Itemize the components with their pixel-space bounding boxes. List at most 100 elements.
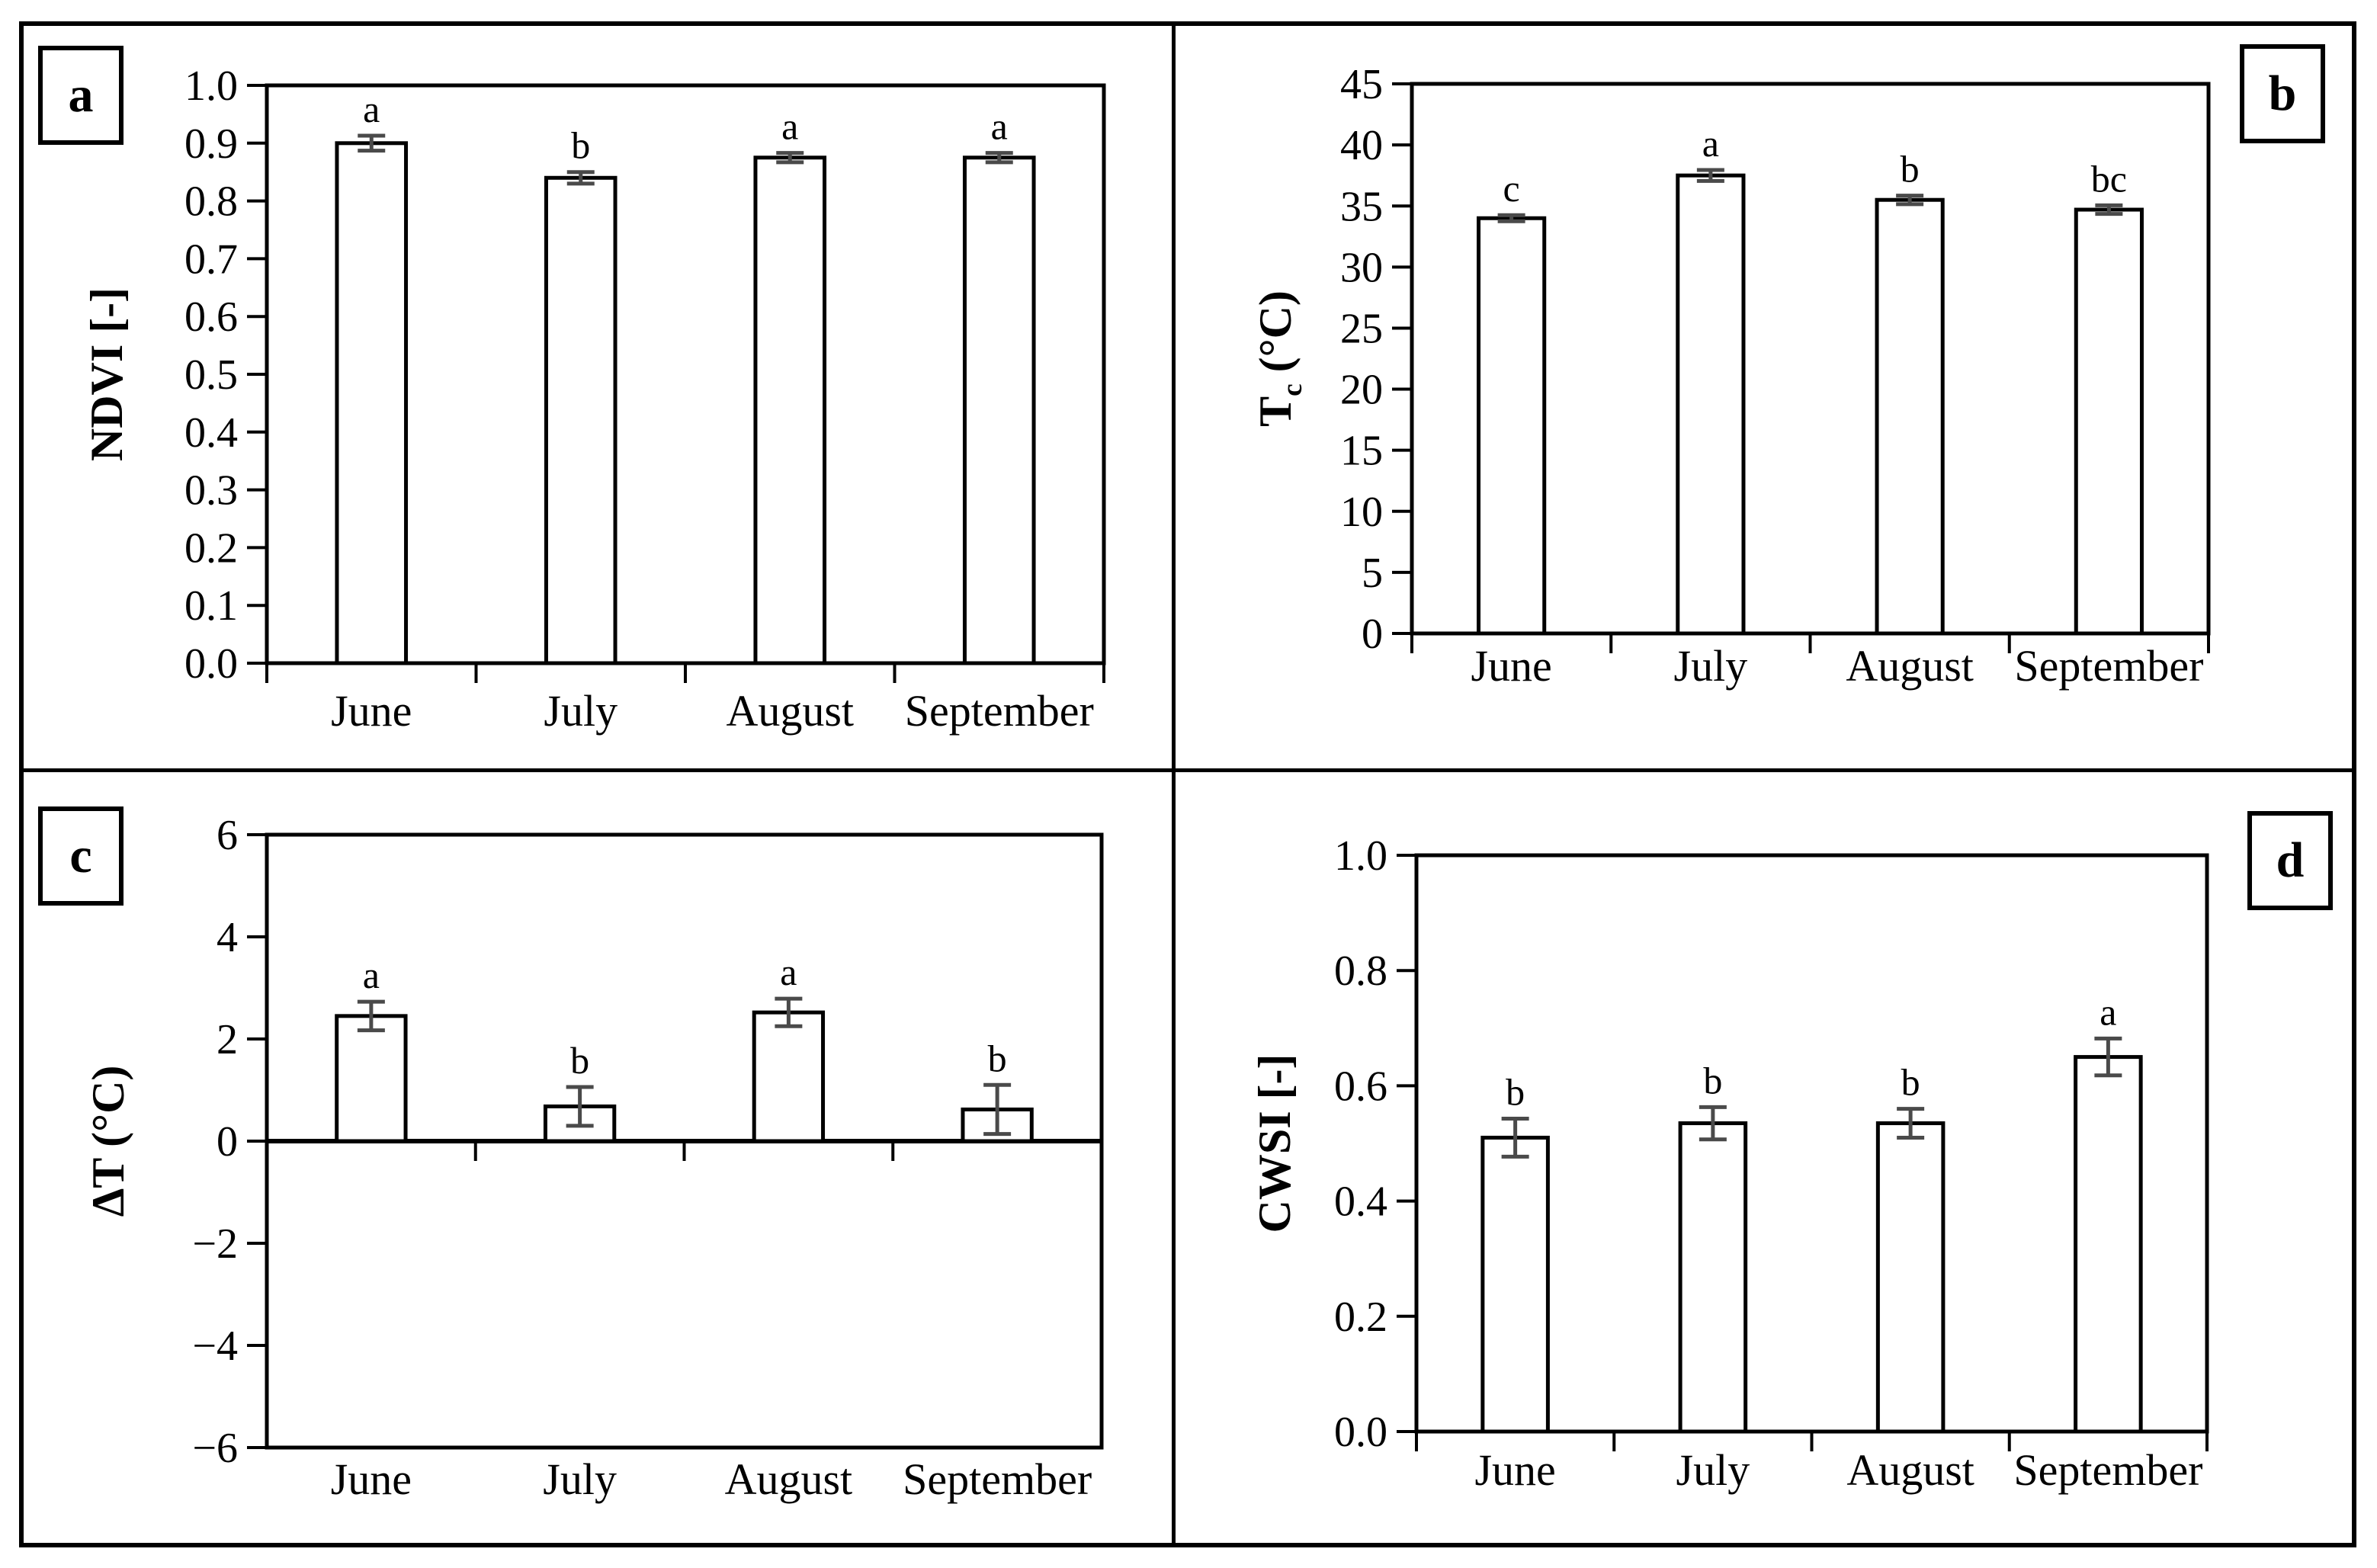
y-tick-label: 2 [217, 1016, 238, 1063]
bar-july [544, 175, 618, 665]
x-category-label: August [725, 1454, 853, 1504]
panel-divider-vertical [1172, 21, 1176, 1547]
x-category-label: June [1471, 641, 1551, 691]
y-tick-label: 45 [1340, 61, 1383, 108]
y-axis-title: ΔT (°C) [83, 1066, 133, 1217]
sig-letter: b [1703, 1059, 1722, 1101]
bar-september [2074, 1055, 2143, 1434]
y-tick-label: 0 [1362, 611, 1383, 658]
y-tick-label: 0.5 [184, 351, 238, 399]
y-tick-label: 0 [217, 1118, 238, 1166]
panel-label-d-text: d [2276, 832, 2305, 888]
chart-panel-a: 1.0 0.9 0.8 0.7 0.6 0.5 0.4 0.3 0.2 0.1 0.0 a June b J… [82, 63, 1106, 736]
x-category-label: September [2013, 1445, 2202, 1495]
y-tick-label: 0.4 [184, 409, 238, 457]
y-tick-label: 0.9 [184, 120, 238, 168]
sig-letter: b [1901, 148, 1920, 191]
panel-label-a-text: a [68, 67, 94, 123]
bar-september [2074, 207, 2144, 636]
bar-august [753, 156, 827, 665]
y-tick-label: 0.0 [1334, 1409, 1387, 1456]
y-tick-label: 4 [217, 914, 238, 961]
y-tick-label: 40 [1340, 122, 1383, 169]
y-tick-label: 25 [1340, 305, 1383, 352]
y-tick-label: 5 [1362, 550, 1383, 597]
sig-letter: a [2100, 990, 2116, 1033]
y-tick-label: 1.0 [184, 63, 238, 110]
y-tick-label: 30 [1340, 244, 1383, 291]
y-tick-label: 0.7 [184, 236, 238, 283]
x-category-label: September [905, 686, 1094, 736]
sig-letter: a [363, 954, 380, 996]
panel-label-b-text: b [2268, 66, 2297, 121]
y-tick-label: 0.6 [1334, 1063, 1387, 1110]
bar-july [1678, 1121, 1748, 1434]
bar-august [752, 1010, 826, 1143]
y-tick-label: 20 [1340, 367, 1383, 414]
panel-label-b: b [2240, 44, 2325, 143]
x-category-label: July [1674, 641, 1748, 691]
bar-august [1875, 1121, 1946, 1434]
y-tick-label: 0.1 [184, 582, 238, 630]
y-tick-label: 1.0 [1334, 832, 1387, 880]
panel-label-c: c [38, 806, 124, 906]
x-category-label: August [1846, 641, 1974, 691]
y-tick-label: 0.3 [184, 467, 238, 515]
x-category-label: September [903, 1454, 1092, 1504]
chart-panel-c: 6 4 2 0 −2 −4 −6 a June b July a August b September ΔT … [83, 812, 1104, 1504]
sig-letter: a [363, 88, 380, 130]
sig-letter: b [988, 1037, 1007, 1079]
x-category-label: June [331, 1454, 412, 1504]
bar-june [335, 1014, 408, 1143]
x-category-label: July [543, 1454, 617, 1504]
chart-panel-d: 1.0 0.8 0.6 0.4 0.2 0.0 b June b July b August a Sept… [1249, 832, 2209, 1495]
x-category-label: June [331, 686, 412, 736]
y-tick-label: 0.2 [184, 524, 238, 572]
x-category-label: June [1474, 1445, 1555, 1495]
y-tick-label: −4 [192, 1323, 238, 1370]
y-axis-title: NDVI [-] [82, 287, 132, 461]
sig-letter: a [991, 105, 1008, 148]
sig-letter: b [570, 1039, 589, 1082]
sig-letter: b [1506, 1070, 1525, 1113]
x-category-label: September [2014, 641, 2203, 691]
sig-letter: a [780, 951, 797, 993]
y-tick-label: 0.8 [184, 178, 238, 226]
y-tick-label: −6 [192, 1425, 238, 1472]
panel-label-c-text: c [69, 828, 92, 883]
y-tick-label: 0.6 [184, 293, 238, 341]
bar-june [335, 141, 409, 665]
y-tick-label: 0.8 [1334, 948, 1387, 995]
x-category-label: August [726, 686, 854, 736]
y-tick-label: 0.4 [1334, 1178, 1387, 1226]
sig-letter: c [1503, 167, 1520, 210]
bar-july [1676, 173, 1746, 636]
bar-september [962, 156, 1036, 665]
sig-letter: b [1901, 1061, 1920, 1104]
chart-panel-b: 45 40 35 30 25 20 15 10 5 0 c June a July b August bc Sep… [1250, 61, 2211, 691]
panel-divider-horizontal [19, 768, 2356, 772]
bar-june [1480, 1135, 1550, 1434]
y-tick-label: 15 [1340, 428, 1383, 475]
y-tick-label: 10 [1340, 489, 1383, 536]
bar-august [1875, 197, 1945, 636]
x-category-label: August [1846, 1445, 1974, 1495]
x-category-label: July [1676, 1445, 1750, 1495]
y-axis-title: Tc (°C) [1250, 290, 1308, 427]
figure-outer-border [19, 21, 2356, 1547]
y-tick-label: 35 [1340, 183, 1383, 230]
x-category-label: July [544, 686, 618, 736]
sig-letter: b [571, 124, 590, 167]
sig-letter: bc [2091, 157, 2127, 200]
sig-letter: a [781, 105, 798, 148]
sig-letter: a [1702, 122, 1719, 165]
y-tick-label: 6 [217, 812, 238, 859]
y-tick-label: 0.0 [184, 640, 238, 688]
panel-label-d: d [2247, 811, 2333, 910]
panel-label-a: a [38, 46, 124, 145]
bar-june [1477, 216, 1547, 636]
y-tick-label: −2 [192, 1220, 238, 1268]
y-tick-label: 0.2 [1334, 1294, 1387, 1341]
